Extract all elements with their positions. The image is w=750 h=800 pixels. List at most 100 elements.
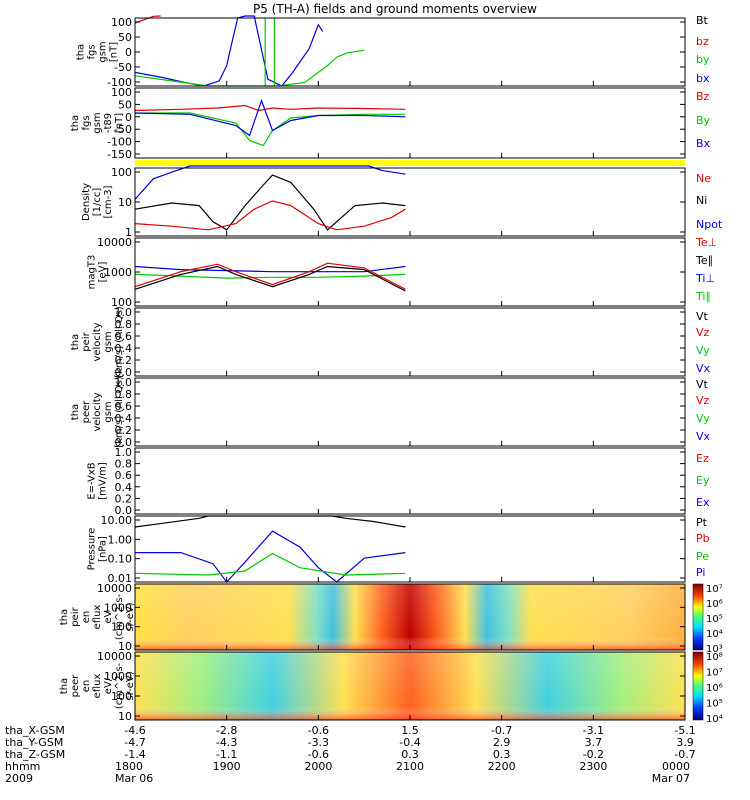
legend-Bt: Bt <box>696 14 709 27</box>
ytick-label: 0.6 <box>115 400 133 413</box>
panel-e_field: 1.00.80.60.40.20.0 E=-VxB [mV/m] Ez Ey Ex <box>87 446 710 517</box>
ytick-label: 0.4 <box>115 342 133 355</box>
xaxis-value: 2000 <box>304 760 332 773</box>
ytick-label: 0.6 <box>115 469 133 482</box>
ytick-label: 10.00 <box>101 514 133 527</box>
ytick-label: 1000 <box>104 601 132 614</box>
panel-frame <box>134 447 686 515</box>
xaxis-value: 2300 <box>579 760 607 773</box>
ytick-label: 0.8 <box>115 318 133 331</box>
colorbar-label: 10⁶ <box>706 599 723 610</box>
ytick-label: 1.0 <box>115 446 133 459</box>
xaxis-value: -4.7 <box>124 736 145 749</box>
xaxis-value: -1.1 <box>216 748 237 761</box>
xaxis-value: 3.9 <box>676 736 694 749</box>
series-Te⊥ <box>134 262 406 290</box>
legend-Vy: Vy <box>696 412 710 425</box>
xaxis-value: -0.6 <box>308 724 329 737</box>
ytick-label: 0.4 <box>115 481 133 494</box>
ylabel-line: tha <box>59 678 70 694</box>
legend-Ne: Ne <box>696 172 711 185</box>
xaxis-value: -4.6 <box>124 724 145 737</box>
ytick-label: 1.00 <box>108 533 133 546</box>
legend-Vz: Vz <box>696 394 710 407</box>
ytick-label: 100 <box>111 86 132 99</box>
colorbar-label: 10⁶ <box>706 683 723 694</box>
xaxis-value: -3.3 <box>308 736 329 749</box>
ylabel-line: -t89 <box>103 113 114 133</box>
ytick-label: 0.01 <box>108 572 133 585</box>
ylabel-line: [mV/m] <box>98 462 109 500</box>
ytick-label: -100 <box>107 136 132 149</box>
xaxis-value: Mar 06 <box>115 772 153 785</box>
legend-Ez: Ez <box>696 452 709 465</box>
legend-Vt: Vt <box>696 310 709 323</box>
legend-Ti⊥: Ti⊥ <box>695 272 715 285</box>
series-Ti⊥ <box>134 265 406 273</box>
ylabel-line: peir <box>70 606 81 626</box>
ytick-label: 0.0 <box>115 504 133 517</box>
xaxis-value: 0.3 <box>401 748 419 761</box>
legend-Pe: Pe <box>696 550 709 563</box>
ytick-label: 1.0 <box>115 376 133 389</box>
ytick-label: 10 <box>118 196 132 209</box>
legend-Ni: Ni <box>696 194 707 207</box>
legend-Bx: Bx <box>696 137 711 150</box>
ytick-label: 10 <box>118 640 132 653</box>
colorbar-label: 10⁵ <box>706 699 723 710</box>
ylabel-line: peir <box>81 331 92 351</box>
colorbar-label: 10⁷ <box>706 584 723 595</box>
ytick-label: 1000 <box>104 266 132 279</box>
legend-Ex: Ex <box>696 496 710 509</box>
legend-Npot: Npot <box>696 218 723 231</box>
panel-density: 100 10 1 Density [1/cc] [cm-3] Ne Ni Npot <box>81 165 723 239</box>
legend-Pi: Pi <box>696 566 705 579</box>
ytick-label: 50 <box>118 98 132 111</box>
panel-fgs: 100 50 0 -50 -100 tha fgs gsm [nT] Bt bz by bx <box>76 14 710 89</box>
panel-frame <box>134 167 686 237</box>
ylabel-line: (cm^2-s- <box>114 662 125 709</box>
ytick-label: 10000 <box>97 650 132 663</box>
ytick-label: 0.0 <box>115 366 133 379</box>
panel-frame <box>134 237 686 307</box>
colorbar <box>692 651 704 721</box>
ylabel-line: tha <box>70 115 81 131</box>
xaxis-value: 2100 <box>396 760 424 773</box>
ytick-label: 0.8 <box>115 458 133 471</box>
ytick-label: -50 <box>114 123 132 136</box>
ytick-label: 100 <box>111 16 132 29</box>
ytick-label: 100 <box>111 296 132 309</box>
ylabel-line: tha <box>76 44 87 60</box>
series-Ni <box>134 174 406 231</box>
ytick-label: 1.0 <box>115 306 133 319</box>
spectrogram-shade <box>135 652 685 720</box>
series-Te∥ <box>134 265 406 292</box>
xaxis-value: 1.5 <box>401 724 419 737</box>
ytick-label: 10000 <box>97 582 132 595</box>
colorbar-label: 10³ <box>706 644 723 655</box>
panel-frame <box>134 87 686 159</box>
colorbar-label: 10⁵ <box>706 614 723 625</box>
xaxis-row-label: tha_Y-GSM <box>5 736 63 749</box>
legend-bx: bx <box>696 72 710 85</box>
panel-peir_velocity: 1.00.80.60.40.20.0 tha peir velocity gsm [km/… <box>70 306 711 379</box>
ylabel-line: [1/cc] <box>92 188 103 217</box>
colorbar-label: 10⁴ <box>706 629 723 640</box>
xaxis-value: -5.1 <box>674 724 695 737</box>
panel-pressure: 10.00 1.00 0.10 0.01 Pressure [nPa] Pt Pb Pe Pi <box>87 514 710 585</box>
colorbar <box>692 583 704 651</box>
series-Bx <box>134 98 406 137</box>
ylabel-line: gsm <box>103 331 114 352</box>
xaxis-value: -0.7 <box>674 748 695 761</box>
ylabel-line: [cm-3] <box>103 185 114 218</box>
xaxis-value: -0.6 <box>308 748 329 761</box>
ylabel-line: Density <box>81 183 92 221</box>
xaxis-value: 0.3 <box>493 748 511 761</box>
panel-frame <box>134 377 686 447</box>
ytick-label: 0.2 <box>115 354 133 367</box>
xaxis-value: 1800 <box>115 760 143 773</box>
xaxis-value: 3.7 <box>585 736 603 749</box>
xaxis-value: Mar 07 <box>652 772 690 785</box>
